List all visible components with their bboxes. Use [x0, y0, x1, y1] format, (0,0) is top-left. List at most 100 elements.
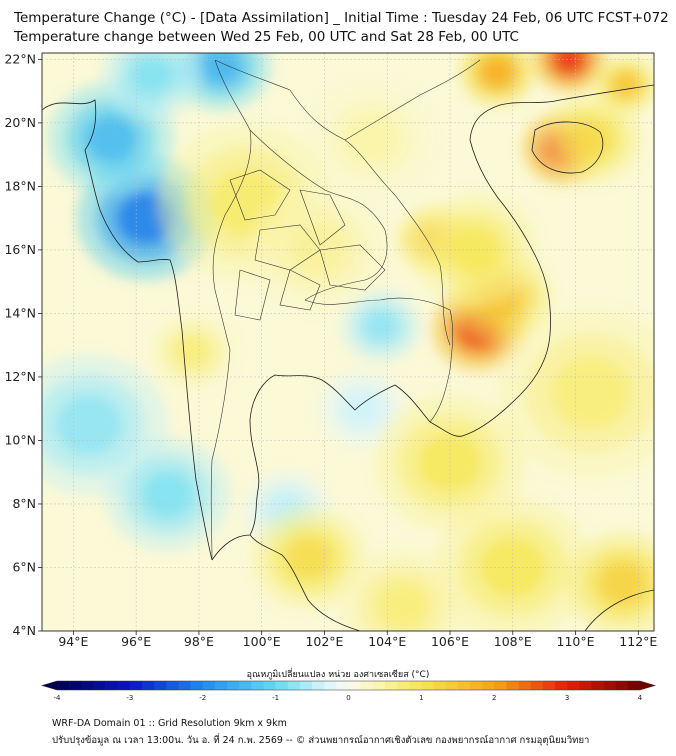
lon-label-100: 100°E	[243, 634, 281, 649]
anomaly-blob-2-2	[199, 53, 242, 85]
colorbar-segment-34	[469, 681, 483, 690]
lat-label-20: 20°N	[4, 115, 36, 130]
colorbar-segment-47	[627, 681, 641, 690]
anomaly-blob-5-2	[141, 470, 194, 519]
anomaly-blob-15-2	[553, 53, 586, 74]
anomaly-blob-4-2	[56, 394, 123, 455]
colorbar-segment-8	[154, 681, 167, 690]
anomaly-blob-7-2	[343, 392, 381, 426]
lon-label-112: 112°E	[619, 634, 657, 649]
colorbar-segment-17	[263, 681, 276, 690]
colorbar: -4 -3 -2 -1 0 1 2 3 4	[40, 680, 657, 702]
colorbar-min-arrow	[42, 681, 57, 690]
colorbar-tick-0: 0	[346, 694, 350, 702]
map-subtitle: Temperature change between Wed 25 Feb, 0…	[14, 29, 519, 45]
colorbar-segment-16	[251, 681, 264, 690]
colorbar-segment-24	[348, 681, 361, 690]
lon-label-106: 106°E	[431, 634, 469, 649]
thai-provinces-isan	[279, 244, 386, 311]
gridlines	[42, 53, 654, 631]
lat-label-10: 10°N	[4, 432, 36, 447]
border-vietnam-laos-north	[344, 59, 481, 141]
colorbar-segment-32	[445, 681, 459, 690]
colorbar-segment-2	[81, 681, 94, 690]
colorbar-segment-9	[166, 681, 179, 690]
axis-ticks: 94°E 96°E 98°E 100°E 102°E 104°E 106°E 108°E 110…	[4, 51, 657, 649]
colorbar-segment-27	[384, 681, 398, 690]
colorbar-segment-10	[178, 681, 191, 690]
colorbar-segment-5	[117, 681, 131, 690]
colorbar-segment-46	[615, 681, 629, 690]
lat-label-6: 6°N	[12, 559, 36, 574]
colorbar-segment-1	[69, 681, 82, 690]
colorbar-segment-23	[336, 681, 349, 690]
anomaly-blob-3-2	[130, 56, 173, 95]
anomaly-blob-25-2	[175, 336, 210, 367]
colorbar-segment-3	[93, 681, 106, 690]
coastline-thai-gulf	[211, 374, 431, 561]
coastline-hainan	[531, 121, 604, 174]
colorbar-tick-4: 4	[638, 694, 643, 702]
anomaly-blob-20-2	[285, 536, 333, 580]
colorbar-tick-1: 1	[419, 694, 423, 702]
footer-credit: ปรับปรุงข้อมูล ณ เวลา 13:00น. วัน อ. ที่…	[52, 735, 590, 746]
anomaly-blob-26-2	[345, 115, 398, 163]
coastline-malaysia	[249, 534, 361, 631]
colorbar-tick--2: -2	[199, 694, 206, 702]
colorbar-segment-45	[603, 681, 617, 690]
colorbar-segment-29	[409, 681, 422, 690]
colorbar-segment-20	[299, 681, 313, 690]
anomaly-blob-6-2	[363, 310, 399, 342]
colorbar-segment-6	[129, 681, 143, 690]
colorbar-segment-30	[421, 681, 434, 690]
colorbar-segment-37	[506, 681, 519, 690]
colorbar-segment-12	[202, 681, 216, 690]
colorbar-max-arrow	[640, 681, 655, 690]
colorbar-tick--4: -4	[54, 694, 62, 702]
colorbar-segment-33	[457, 681, 471, 690]
lat-label-14: 14°N	[4, 305, 36, 320]
lon-label-104: 104°E	[368, 634, 406, 649]
thai-provinces-north	[229, 169, 346, 321]
colorbar-segment-39	[530, 681, 544, 690]
colorbar-outline	[40, 680, 657, 691]
colorbar-segment-22	[324, 681, 337, 690]
anomaly-blob-16-2	[481, 57, 513, 87]
lat-label-18: 18°N	[4, 178, 36, 193]
colorbar-segment-11	[190, 681, 204, 690]
lon-label-94: 94°E	[58, 634, 88, 649]
anomaly-blob-21-2	[479, 537, 546, 598]
lon-label-110: 110°E	[557, 634, 595, 649]
colorbar-segment-35	[482, 681, 495, 690]
anomaly-blob-24-2	[551, 357, 631, 429]
coastline-myanmar	[42, 99, 213, 561]
lat-label-4: 4°N	[12, 623, 36, 638]
colorbar-segment-7	[142, 681, 155, 690]
lon-label-98: 98°E	[184, 634, 214, 649]
colorbar-segment-40	[542, 681, 556, 690]
colorbar-segment-26	[372, 681, 386, 690]
colorbar-title: อุณหภูมิเปลี่ยนแปลง หน่วย องศาเซลเซียส (…	[246, 670, 430, 680]
colorbar-tick--1: -1	[272, 694, 279, 702]
colorbar-tick--3: -3	[126, 694, 133, 702]
colorbar-segment-0	[57, 681, 70, 690]
colorbar-segment-21	[312, 681, 325, 690]
colorbar-segment-25	[360, 681, 374, 690]
anomaly-blob-14-2	[570, 119, 613, 158]
colorbar-segment-13	[214, 681, 228, 690]
colorbar-segment-44	[591, 681, 604, 690]
lon-label-108: 108°E	[494, 634, 532, 649]
plot-frame	[41, 52, 655, 632]
coastline-vietnam	[429, 84, 654, 437]
temperature-field	[42, 53, 654, 631]
lat-label-22: 22°N	[4, 51, 36, 66]
anomaly-blob-1-2	[84, 115, 138, 163]
colorbar-segment-28	[397, 681, 410, 690]
colorbar-segment-41	[554, 681, 568, 690]
border-china	[214, 59, 291, 91]
colorbar-segment-18	[275, 681, 289, 690]
anomaly-blob-27-2	[376, 581, 430, 630]
colorbar-tick-3: 3	[565, 694, 569, 702]
colorbar-segment-36	[494, 681, 507, 690]
